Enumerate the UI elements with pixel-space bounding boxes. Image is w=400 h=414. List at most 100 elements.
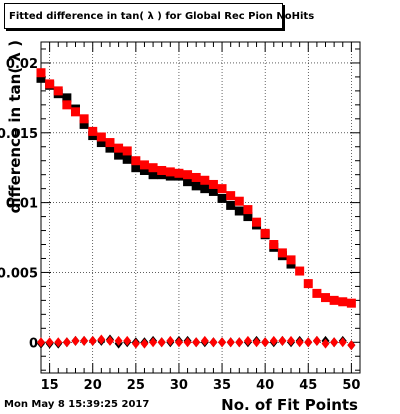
data-point-square-1	[62, 100, 72, 110]
data-point-square-1	[303, 279, 313, 289]
data-point-square-1	[277, 248, 287, 258]
data-point-square-0	[122, 154, 132, 164]
data-point-square-1	[79, 114, 89, 124]
timestamp-label: Mon May 8 15:39:25 2017	[4, 399, 150, 410]
x-tick-label: 35	[213, 378, 231, 393]
data-point-square-0	[148, 170, 158, 180]
plot-frame	[40, 41, 361, 374]
data-point-square-1	[338, 297, 348, 307]
x-tick-label: 45	[299, 378, 317, 393]
data-point-diamond-3	[226, 337, 235, 348]
data-point-diamond-3	[218, 337, 227, 348]
data-point-square-0	[105, 143, 115, 153]
data-point-square-1	[269, 240, 279, 250]
data-point-square-1	[105, 138, 115, 148]
data-point-diamond-3	[261, 337, 270, 348]
data-point-diamond-3	[62, 337, 71, 348]
data-point-square-1	[260, 228, 270, 238]
data-point-square-0	[183, 177, 193, 187]
data-point-square-1	[148, 163, 158, 173]
data-point-square-0	[217, 193, 227, 203]
data-point-diamond-3	[287, 335, 296, 346]
data-point-square-1	[36, 68, 46, 78]
data-point-diamond-3	[304, 337, 313, 348]
data-point-square-0	[114, 150, 124, 160]
y-tick-label: 0.01	[6, 197, 38, 212]
data-point-square-0	[139, 165, 149, 175]
data-point-square-1	[234, 196, 244, 206]
data-point-diamond-3	[114, 335, 123, 346]
data-point-square-1	[70, 107, 80, 117]
data-point-square-1	[139, 160, 149, 170]
data-point-diamond-3	[131, 338, 140, 349]
data-point-diamond-3	[37, 337, 45, 348]
data-point-diamond-3	[295, 337, 304, 348]
data-point-square-1	[114, 143, 124, 153]
data-point-diamond-3	[140, 338, 149, 349]
data-point-square-1	[208, 179, 218, 189]
data-point-diamond-3	[166, 335, 175, 346]
data-point-square-1	[243, 205, 253, 215]
data-point-square-1	[96, 132, 106, 142]
data-point-diamond-3	[105, 335, 114, 346]
x-tick-label: 15	[41, 378, 59, 393]
data-point-diamond-3	[192, 337, 201, 348]
data-point-square-0	[36, 73, 46, 83]
data-point-diamond-3	[278, 335, 287, 346]
x-tick-label: 20	[84, 378, 102, 393]
data-point-square-0	[79, 119, 89, 129]
data-point-diamond-3	[88, 335, 97, 346]
x-tick-label: 40	[256, 378, 274, 393]
data-point-square-1	[226, 191, 236, 201]
data-point-square-1	[329, 295, 339, 305]
data-point-diamond-3	[312, 335, 321, 346]
data-point-diamond-3	[123, 335, 132, 346]
data-point-diamond-3	[149, 337, 158, 348]
data-point-diamond-3	[252, 337, 261, 348]
y-tick-label: 0.02	[6, 57, 38, 72]
data-point-square-1	[200, 175, 210, 185]
data-point-square-1	[312, 288, 322, 298]
data-point-diamond-3	[174, 337, 183, 348]
data-point-square-1	[122, 146, 132, 156]
data-point-diamond-3	[157, 337, 166, 348]
data-point-square-1	[45, 79, 55, 89]
data-point-diamond-3	[45, 337, 54, 348]
histogram-title: Fitted difference in tan( λ ) for Global…	[4, 3, 314, 29]
tick-labels: 15 20 25 30 35 40 45 50 0 0.005 0.01 0.015 0.02	[0, 57, 360, 393]
data-point-diamond-3	[347, 340, 356, 351]
data-point-square-0	[243, 212, 253, 222]
data-point-square-1	[131, 156, 141, 166]
data-point-square-1	[53, 86, 63, 96]
data-point-diamond-3	[183, 337, 192, 348]
data-point-square-1	[295, 266, 305, 276]
data-point-square-1	[217, 184, 227, 194]
data-point-square-0	[208, 186, 218, 196]
y-tick-label: 0.005	[0, 266, 38, 281]
data-point-square-1	[183, 170, 193, 180]
data-point-diamond-3	[80, 335, 89, 346]
data-point-square-0	[131, 163, 141, 173]
data-point-diamond-3	[321, 338, 330, 349]
data-marks	[36, 68, 356, 351]
data-point-square-0	[226, 200, 236, 210]
data-point-diamond-3	[243, 335, 252, 346]
data-point-square-0	[200, 184, 210, 194]
x-tick-label: 30	[170, 378, 188, 393]
x-tick-label: 50	[342, 378, 360, 393]
data-point-square-1	[165, 167, 175, 177]
data-point-diamond-3	[269, 335, 278, 346]
data-point-square-0	[96, 138, 106, 148]
data-point-square-0	[62, 93, 72, 103]
data-point-diamond-3	[338, 337, 347, 348]
y-axis-label: difference in tan( λ )	[6, 40, 24, 213]
data-point-diamond-3	[200, 335, 209, 346]
data-point-diamond-3	[71, 335, 80, 346]
data-point-diamond-3	[330, 337, 339, 348]
data-point-diamond-3	[54, 337, 63, 348]
data-point-square-1	[191, 172, 201, 182]
y-tick-label: 0.015	[0, 127, 38, 142]
axis-ticks	[40, 42, 361, 373]
data-point-square-0	[234, 206, 244, 216]
